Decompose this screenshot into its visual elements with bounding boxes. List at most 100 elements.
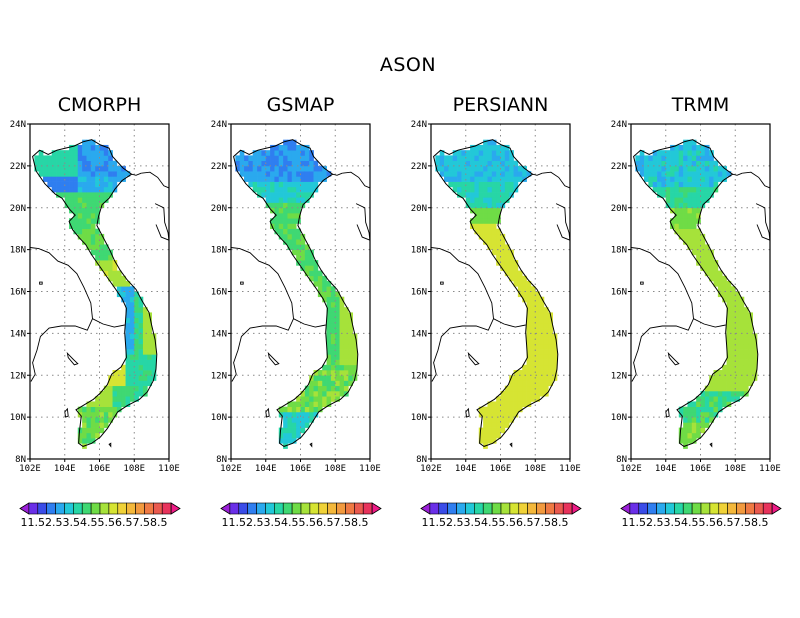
precip-cell bbox=[90, 239, 96, 245]
precip-cell bbox=[125, 359, 131, 366]
precip-cell bbox=[95, 244, 100, 250]
precip-cell bbox=[125, 343, 131, 350]
precip-cell bbox=[704, 265, 710, 271]
precip-cell bbox=[491, 155, 497, 161]
precip-cell bbox=[730, 343, 736, 350]
precip-cell bbox=[648, 165, 654, 172]
precip-cell bbox=[700, 422, 706, 428]
precip-cell bbox=[652, 165, 658, 172]
colorbar-over-triangle bbox=[371, 502, 382, 515]
precip-cell bbox=[129, 380, 135, 387]
precip-cell bbox=[530, 312, 536, 319]
precip-cell bbox=[90, 223, 96, 230]
precip-cell bbox=[313, 390, 319, 397]
precip-cell bbox=[713, 260, 719, 266]
island-outline bbox=[640, 281, 644, 285]
precip-cell bbox=[722, 370, 727, 376]
precip-cell bbox=[504, 385, 510, 392]
precip-cell bbox=[639, 160, 645, 167]
precip-cell bbox=[483, 181, 488, 188]
precip-cell bbox=[496, 411, 501, 418]
precip-cell bbox=[112, 270, 118, 277]
precip-cell bbox=[504, 249, 510, 256]
precip-cell bbox=[296, 411, 301, 418]
precip-cell bbox=[138, 354, 144, 360]
precip-cell bbox=[743, 343, 749, 350]
precip-cell bbox=[504, 197, 510, 203]
precip-cell bbox=[151, 359, 157, 366]
precip-cell bbox=[726, 354, 732, 360]
precip-cell bbox=[322, 385, 327, 392]
precip-cell bbox=[278, 181, 284, 188]
precip-cell bbox=[496, 150, 501, 156]
colorbar-swatch bbox=[474, 502, 484, 515]
precip-cell bbox=[283, 202, 288, 209]
precip-cell bbox=[687, 150, 693, 156]
lat-tick-label: 8N bbox=[616, 455, 627, 465]
precip-cell bbox=[743, 322, 749, 329]
precip-cell bbox=[465, 186, 471, 193]
precip-cell bbox=[261, 181, 267, 188]
precip-cell bbox=[322, 380, 327, 387]
precip-cell bbox=[322, 171, 327, 177]
precip-cell bbox=[291, 401, 297, 407]
precip-cell bbox=[86, 181, 92, 188]
precip-cell bbox=[487, 171, 493, 177]
colorbar-swatch bbox=[327, 502, 337, 515]
precip-cell bbox=[709, 406, 714, 413]
precip-cell bbox=[504, 422, 510, 428]
precip-cell bbox=[330, 286, 336, 292]
precip-cell bbox=[735, 380, 740, 387]
precip-cell bbox=[77, 192, 83, 198]
precip-cell bbox=[283, 422, 288, 428]
lat-tick-label: 18N bbox=[211, 246, 227, 256]
precip-cell bbox=[64, 176, 70, 182]
precip-cell bbox=[335, 307, 340, 313]
precip-cell bbox=[339, 301, 345, 308]
precip-cell bbox=[678, 228, 684, 235]
colorbar-under-triangle bbox=[220, 502, 231, 515]
precip-cell bbox=[134, 390, 139, 397]
precip-cell bbox=[257, 171, 262, 177]
precip-cell bbox=[287, 233, 293, 240]
precip-cell bbox=[487, 406, 493, 413]
lon-tick-label: 102E bbox=[220, 464, 242, 474]
precip-cell bbox=[652, 155, 658, 161]
precip-cell bbox=[674, 144, 680, 151]
precip-cell bbox=[522, 396, 527, 402]
precip-cell bbox=[82, 427, 87, 434]
precip-cell bbox=[82, 192, 87, 198]
precip-cell bbox=[739, 375, 745, 381]
precip-cell bbox=[257, 176, 262, 182]
precip-cell bbox=[90, 438, 96, 444]
precip-cell bbox=[116, 375, 122, 381]
precip-cell bbox=[335, 322, 340, 329]
precip-cell bbox=[726, 333, 732, 339]
precip-cell bbox=[103, 390, 109, 397]
lon-tick-label: 108E bbox=[123, 464, 145, 474]
precip-cell bbox=[348, 317, 353, 324]
colorbar-over-triangle bbox=[170, 502, 181, 515]
precip-cell bbox=[335, 396, 340, 402]
precip-cell bbox=[291, 186, 297, 193]
island-outline bbox=[709, 442, 713, 448]
precip-cell bbox=[103, 401, 109, 407]
precip-cell bbox=[265, 165, 271, 172]
precip-cell bbox=[82, 176, 87, 182]
precip-cell bbox=[108, 171, 113, 177]
precip-cell bbox=[86, 218, 92, 224]
precip-cell bbox=[77, 160, 83, 167]
precip-cell bbox=[287, 139, 293, 146]
precip-cell bbox=[491, 401, 497, 407]
precip-cell bbox=[539, 307, 545, 313]
precip-cell bbox=[291, 144, 297, 151]
precip-cell bbox=[687, 432, 693, 439]
precip-cell bbox=[435, 165, 441, 172]
precip-cell bbox=[522, 364, 527, 371]
precip-cell bbox=[296, 228, 301, 235]
precip-cell bbox=[317, 286, 323, 292]
precip-cell bbox=[82, 165, 87, 172]
colorbar: 11.52.53.54.55.56.57.58.5 bbox=[19, 502, 181, 529]
precip-cell bbox=[709, 401, 714, 407]
precip-cell bbox=[64, 197, 70, 203]
